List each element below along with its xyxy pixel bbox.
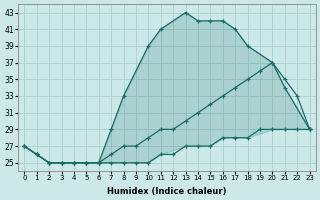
X-axis label: Humidex (Indice chaleur): Humidex (Indice chaleur): [107, 187, 227, 196]
